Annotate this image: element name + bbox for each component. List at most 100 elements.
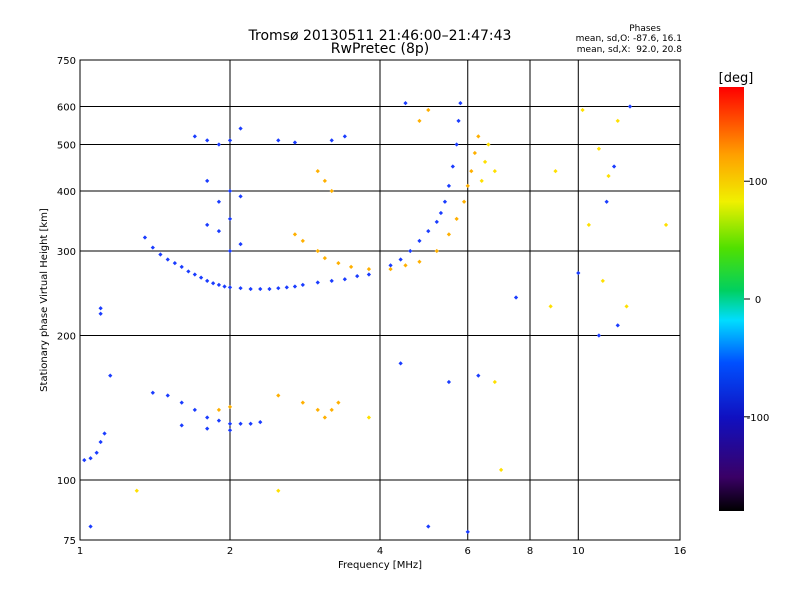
data-point: [342, 277, 347, 282]
data-point: [342, 134, 347, 139]
data-point: [227, 216, 233, 221]
data-point: [426, 524, 431, 529]
data-point: [329, 188, 334, 194]
colorbar-tick-label: 100: [748, 177, 767, 188]
data-point: [227, 138, 233, 143]
phase-stats-heading: Phases: [629, 24, 661, 34]
data-point: [267, 286, 272, 292]
data-point: [205, 278, 210, 283]
colorbar-tick-label: 0: [755, 295, 761, 306]
data-point: [315, 280, 320, 285]
data-point: [238, 286, 243, 291]
data-point: [388, 263, 393, 268]
y-tick-label: 300: [57, 247, 76, 258]
data-point: [179, 423, 184, 428]
data-point: [216, 229, 222, 234]
data-point: [238, 194, 243, 199]
data-point: [216, 142, 222, 147]
colorbar-label: [deg]: [719, 71, 754, 86]
data-point: [329, 138, 334, 143]
data-point: [292, 140, 298, 145]
data-point: [663, 222, 669, 228]
data-point: [276, 286, 281, 291]
data-point: [596, 146, 602, 151]
data-point: [403, 263, 408, 268]
data-point: [158, 252, 163, 257]
data-point: [315, 248, 320, 254]
data-point: [434, 219, 439, 224]
y-tick-label: 100: [57, 476, 76, 487]
data-point: [172, 261, 177, 266]
x-tick-label: 8: [527, 546, 533, 557]
data-point: [426, 229, 431, 234]
data-point: [150, 390, 155, 395]
data-point: [611, 164, 617, 169]
data-point: [476, 373, 481, 378]
data-point: [238, 421, 243, 426]
data-point: [492, 379, 497, 385]
data-point: [276, 138, 281, 143]
data-point: [227, 248, 233, 254]
data-point: [465, 529, 470, 534]
data-point: [606, 173, 611, 179]
y-axis-label: Stationary phase Virtual Height [km]: [39, 208, 50, 392]
data-point: [192, 407, 197, 413]
data-point: [446, 183, 452, 189]
data-point: [322, 255, 327, 261]
x-tick-label: 2: [227, 546, 233, 557]
data-point: [438, 210, 444, 216]
x-axis-ticks: 1 2 4 6 8 10 16: [77, 546, 687, 557]
data-point: [315, 169, 320, 174]
data-point: [205, 178, 210, 183]
data-point: [227, 421, 233, 426]
data-point: [366, 272, 372, 277]
data-point: [205, 415, 210, 420]
data-point: [248, 286, 253, 292]
x-tick-label: 16: [674, 546, 687, 557]
data-point: [348, 264, 354, 270]
data-point: [322, 178, 327, 183]
data-point: [454, 216, 459, 221]
data-point: [329, 278, 334, 283]
y-tick-label: 500: [57, 141, 76, 152]
data-point: [227, 285, 233, 290]
colorbar-gradient: [719, 87, 744, 511]
data-point: [366, 267, 372, 272]
data-point: [417, 238, 422, 243]
plot-area: 1 2 4 6 8 10 16 75 100 200 300 400 500 600 750: [57, 56, 686, 557]
data-point: [408, 248, 413, 254]
data-point: [300, 238, 305, 243]
colorbar-tick-label: -100: [747, 413, 770, 424]
chart-title: Tromsø 20130511 21:46:00–21:47:43: [248, 28, 512, 44]
data-point: [165, 393, 170, 398]
data-point: [248, 421, 253, 426]
data-point: [300, 282, 305, 288]
data-point: [486, 142, 491, 147]
data-point: [472, 150, 477, 156]
data-point: [469, 169, 474, 174]
data-point: [446, 379, 452, 385]
data-point: [576, 270, 581, 276]
data-point: [227, 404, 233, 410]
data-point: [205, 138, 210, 143]
x-axis-label: Frequency [MHz]: [338, 560, 422, 571]
data-point: [600, 278, 605, 283]
data-point: [258, 420, 263, 425]
data-point: [315, 407, 320, 413]
data-point: [442, 199, 448, 204]
data-point: [615, 323, 620, 328]
data-point: [216, 199, 222, 204]
data-point: [336, 400, 341, 405]
data-point: [596, 333, 602, 338]
grid-layer: [80, 60, 680, 540]
data-point: [150, 245, 155, 250]
data-point: [142, 235, 148, 240]
data-point: [624, 304, 629, 309]
data-point: [276, 393, 281, 398]
data-point: [586, 222, 591, 228]
data-point: [476, 134, 481, 139]
data-point: [513, 295, 519, 300]
data-point: [227, 428, 233, 433]
data-point: [604, 199, 609, 204]
data-point: [450, 164, 455, 169]
